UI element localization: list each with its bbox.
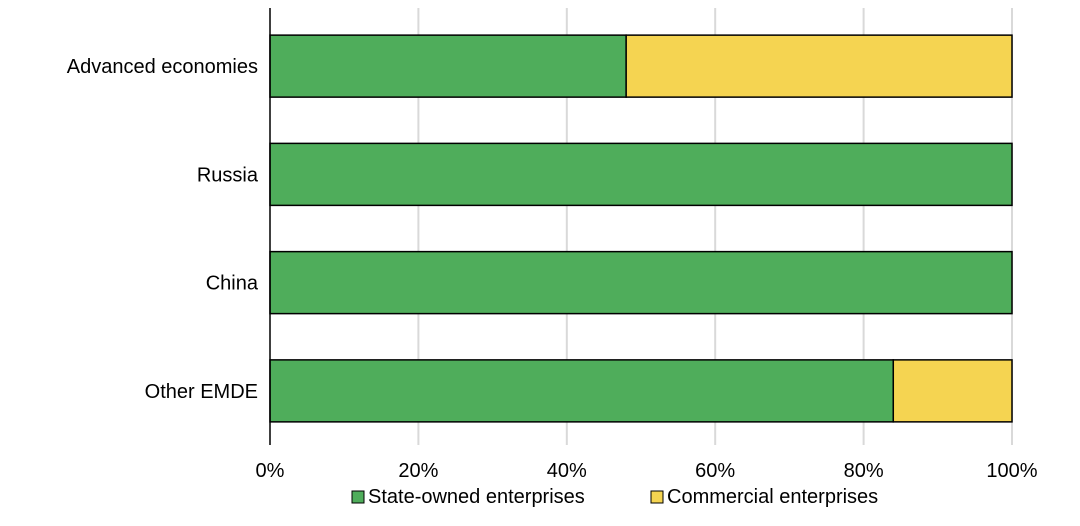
- bars: [269, 8, 1013, 445]
- category-label: Russia: [197, 164, 259, 186]
- x-tick-label: 80%: [844, 460, 884, 482]
- bar-segment: [625, 34, 1013, 98]
- bar-segment: [269, 359, 895, 423]
- bar-segment: [269, 142, 1013, 207]
- legend-label: Commercial enterprises: [667, 486, 878, 508]
- x-tick-label: 0%: [256, 460, 285, 482]
- legend-label: State-owned enterprises: [368, 486, 585, 508]
- x-tick-label: 100%: [986, 460, 1037, 482]
- bar-segment: [269, 34, 627, 98]
- bar-segment: [892, 359, 1013, 423]
- category-label: Other EMDE: [145, 381, 258, 403]
- category-label: China: [206, 273, 259, 295]
- category-label: Advanced economies: [67, 56, 258, 78]
- x-tick-label: 40%: [547, 460, 587, 482]
- legend: State-owned enterprises Commercial enterp…: [351, 486, 878, 508]
- legend-swatch: [351, 490, 365, 504]
- category-labels: Advanced economies Russia China Other EMDE: [67, 56, 259, 403]
- x-tick-label: 20%: [398, 460, 438, 482]
- bar-segment: [269, 250, 1013, 315]
- legend-swatch: [650, 490, 664, 504]
- x-tick-labels: 0% 20% 40% 60% 80% 100%: [256, 460, 1038, 482]
- x-tick-label: 60%: [695, 460, 735, 482]
